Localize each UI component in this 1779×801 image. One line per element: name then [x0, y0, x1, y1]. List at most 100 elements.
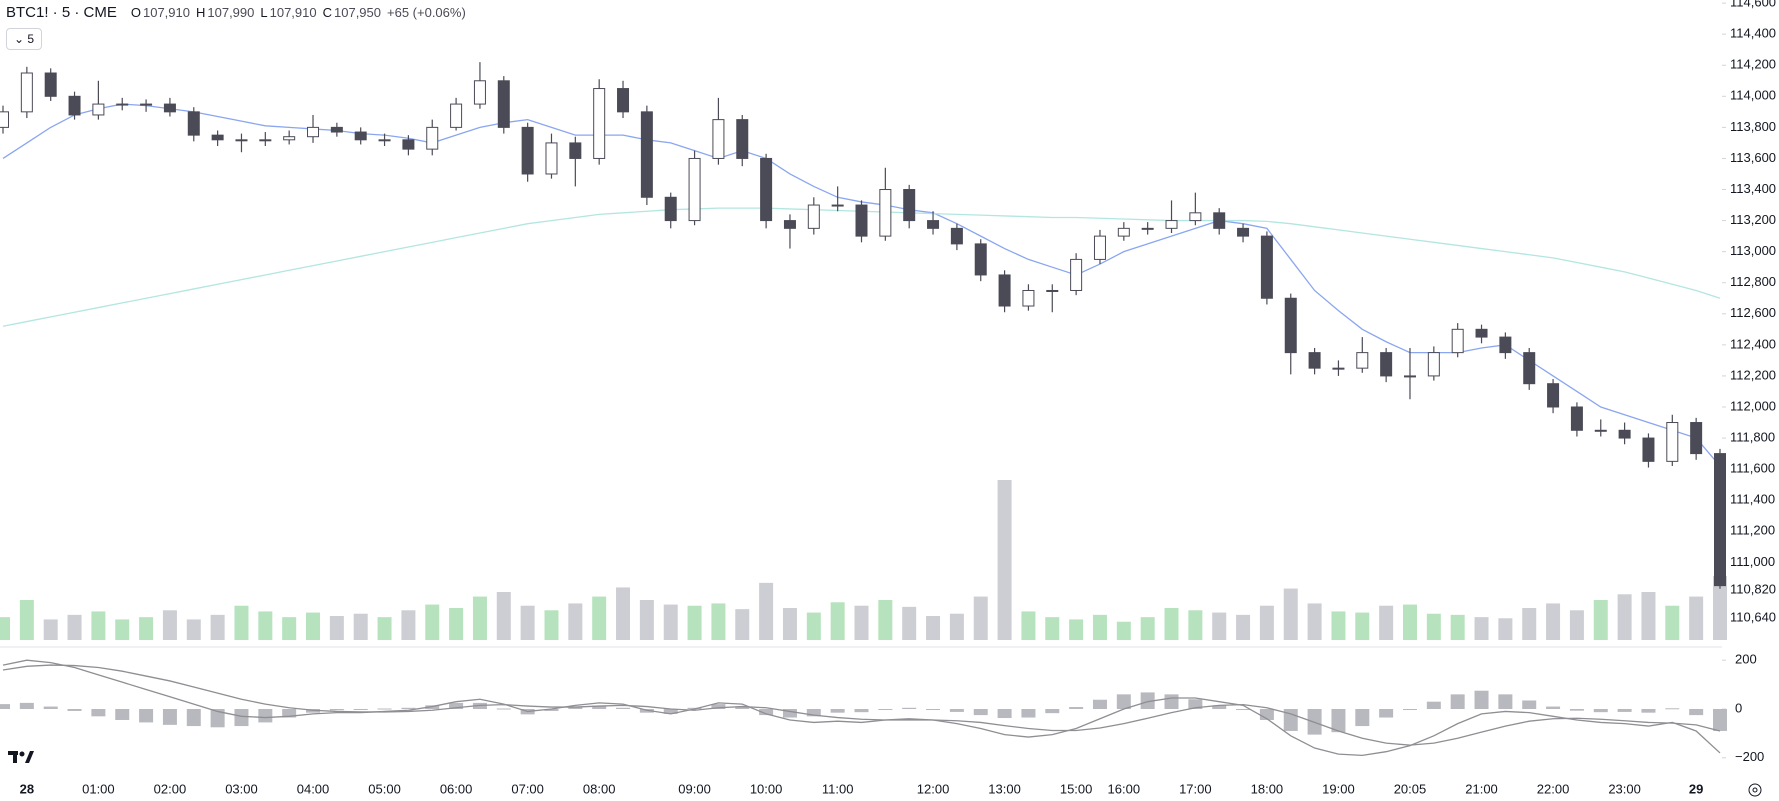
- macd-histogram-bar: [186, 709, 201, 727]
- candle-body: [1523, 352, 1536, 385]
- x-tick-label: 19:00: [1322, 781, 1355, 796]
- macd-histogram-bar: [878, 709, 893, 710]
- candle-body: [1690, 422, 1703, 455]
- macd-histogram-bar: [830, 709, 845, 713]
- candle-body: [402, 139, 415, 150]
- candle-body: [1403, 375, 1416, 378]
- candle-body: [1475, 328, 1488, 338]
- macd-line: [2, 659, 1721, 757]
- candle-body: [1213, 212, 1226, 229]
- macd-histogram-bar: [1236, 709, 1251, 710]
- volume-bar: [1307, 603, 1322, 640]
- macd-histogram-bar: [1641, 709, 1656, 713]
- volume-bar: [878, 600, 893, 640]
- volume-bar: [1546, 603, 1561, 640]
- volume-bar: [592, 596, 607, 640]
- volume-bar: [1641, 592, 1656, 640]
- candle-body: [855, 204, 868, 237]
- x-tick-label: 08:00: [583, 781, 616, 796]
- interval-button[interactable]: ⌄ 5: [6, 28, 43, 50]
- volume-bar: [1426, 613, 1441, 640]
- change: +65 (+0.06%): [387, 5, 466, 20]
- volume-bar: [806, 612, 821, 640]
- field-label: L: [260, 5, 268, 20]
- macd-histogram-bar: [1355, 709, 1370, 727]
- volume-bar: [830, 602, 845, 640]
- y-tick-label: 114,000: [1730, 88, 1776, 103]
- macd-histogram-bar: [1569, 709, 1584, 711]
- volume-bar: [568, 603, 583, 640]
- y-tick-label: 111,000: [1730, 554, 1775, 569]
- volume-bar: [759, 582, 774, 640]
- y-tick-label: 114,200: [1730, 57, 1776, 72]
- macd-histogram-bar: [449, 702, 464, 709]
- candle-body: [521, 126, 534, 175]
- macd-histogram-bar: [1593, 709, 1608, 713]
- symbol: BTC1! · 5 · CME: [6, 4, 117, 21]
- x-tick-label: 01:00: [82, 781, 115, 796]
- x-tick-label: 15:00: [1060, 781, 1093, 796]
- volume-bar: [544, 610, 559, 640]
- candle-body: [330, 126, 343, 133]
- field-label: C: [322, 5, 332, 20]
- candle-body: [307, 126, 320, 138]
- macd-histogram-bar: [1069, 707, 1084, 709]
- candle-body: [1260, 235, 1273, 299]
- candle-body: [450, 103, 463, 128]
- settings-icon[interactable]: [1748, 783, 1762, 797]
- macd-histogram-bar: [735, 706, 750, 709]
- volume-bar: [91, 611, 106, 640]
- volume-bar: [1450, 614, 1465, 640]
- macd-histogram-bar: [67, 709, 82, 711]
- volume-bar: [353, 613, 368, 640]
- macd-histogram-bar: [258, 709, 273, 723]
- candle-body: [0, 111, 9, 128]
- volume-bar: [949, 613, 964, 640]
- macd-y-tick-label: −200: [1735, 749, 1764, 764]
- candle-body: [140, 103, 153, 106]
- x-tick-label: 06:00: [440, 781, 473, 796]
- volume-bar: [306, 612, 321, 640]
- x-tick-label: 16:00: [1108, 781, 1141, 796]
- x-tick-label: 28: [20, 781, 34, 796]
- y-tick-label: 112,200: [1730, 367, 1776, 382]
- macd-histogram-bar: [1021, 709, 1036, 718]
- candle-body: [903, 189, 916, 222]
- macd-histogram-bar: [1045, 709, 1060, 714]
- x-tick-label: 17:00: [1179, 781, 1212, 796]
- macd-histogram-bar: [544, 709, 559, 711]
- macd-histogram-bar: [234, 709, 249, 727]
- candle-body: [68, 95, 81, 116]
- candle-body: [1594, 429, 1607, 432]
- macd-histogram-bar: [115, 709, 130, 720]
- macd-histogram-bar: [806, 709, 821, 717]
- volume-bar: [210, 614, 225, 640]
- candle-body: [1714, 453, 1726, 587]
- macd-histogram-bar: [616, 707, 631, 709]
- macd-histogram-bar: [568, 707, 583, 709]
- volume-bar: [520, 605, 535, 640]
- volume-bar: [1402, 604, 1417, 640]
- y-tick-label: 112,000: [1730, 398, 1776, 413]
- x-tick-label: 22:00: [1537, 781, 1570, 796]
- y-tick-label: 113,200: [1730, 212, 1776, 227]
- candle-body: [1117, 227, 1130, 237]
- candle-body: [1237, 227, 1250, 237]
- macd-histogram-bar: [1665, 708, 1680, 710]
- macd-histogram-bar: [139, 709, 154, 723]
- candle-body: [1165, 220, 1178, 229]
- volume-bar: [282, 617, 297, 640]
- candle-body: [1093, 235, 1106, 260]
- x-tick-label: 04:00: [297, 781, 330, 796]
- x-tick-label: 05:00: [368, 781, 401, 796]
- volume-bar: [1379, 605, 1394, 640]
- candle-body: [831, 204, 844, 207]
- field-value: 107,950: [334, 5, 381, 20]
- x-tick-label: 10:00: [750, 781, 783, 796]
- macd-histogram-bar: [43, 706, 58, 709]
- macd-histogram-bar: [1498, 694, 1513, 709]
- volume-bar: [496, 592, 511, 640]
- y-tick-label: 111,200: [1730, 523, 1775, 538]
- x-tick-label: 09:00: [678, 781, 711, 796]
